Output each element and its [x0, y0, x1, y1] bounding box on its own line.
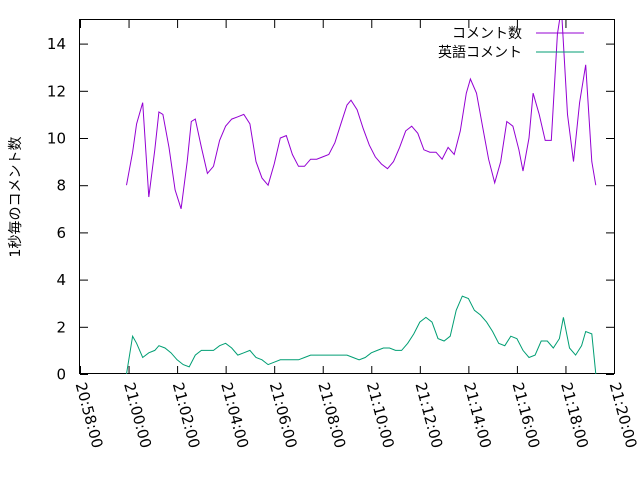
x-tick-label: 21:00:00 — [120, 380, 155, 450]
y-tick-label: 6 — [56, 224, 66, 242]
x-tick-label: 21:10:00 — [363, 380, 398, 450]
x-tick-label: 21:18:00 — [557, 380, 592, 450]
series-layer — [126, 20, 597, 374]
x-tick-label: 21:14:00 — [460, 380, 495, 450]
y-tick-label: 10 — [47, 130, 66, 148]
y-tick-label: 8 — [56, 177, 66, 195]
y-tick-label: 14 — [47, 35, 66, 53]
x-tick-label: 21:12:00 — [411, 380, 446, 450]
x-tick-label: 21:06:00 — [266, 380, 301, 450]
y-tick-label: 12 — [47, 82, 66, 100]
x-tick-label: 21:04:00 — [217, 380, 252, 450]
y-tick-label: 2 — [56, 318, 66, 336]
x-tick-label: 21:08:00 — [314, 380, 349, 450]
series-line-1 — [126, 295, 597, 374]
x-tick-label: 21:20:00 — [606, 380, 640, 450]
plot-frame — [79, 19, 615, 374]
x-tick-label: 20:58:00 — [72, 380, 107, 450]
x-tick-label: 21:02:00 — [169, 380, 204, 450]
y-axis-title: 1秒毎のコメント数 — [8, 137, 24, 258]
legend-label: コメント数 — [452, 26, 522, 42]
legend-label: 英語コメント — [438, 44, 522, 61]
y-tick-label: 4 — [56, 271, 66, 289]
y-axis: 0 2 4 6 8 10 12 14 — [47, 35, 614, 384]
x-tick-label: 21:16:00 — [509, 380, 544, 450]
series-line-0 — [126, 20, 597, 209]
y-tick-label: 0 — [56, 366, 66, 384]
